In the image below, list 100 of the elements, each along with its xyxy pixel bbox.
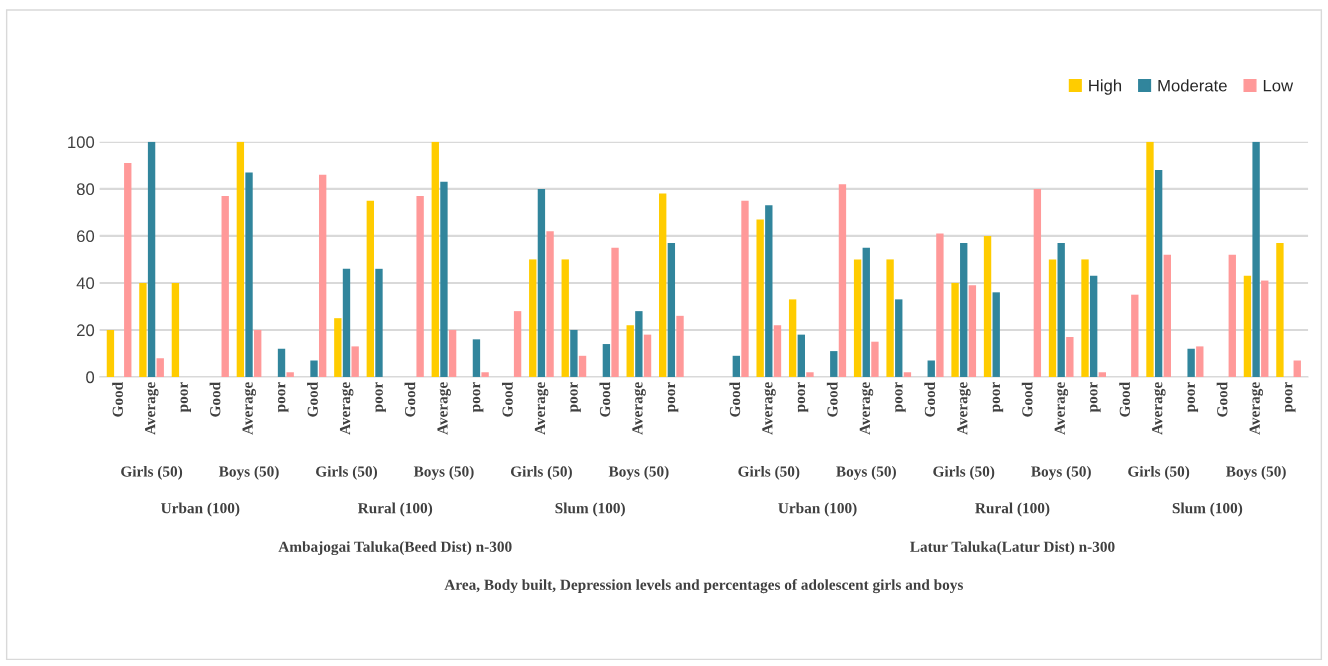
bar <box>529 259 537 377</box>
bar <box>741 200 749 377</box>
bar <box>171 282 180 377</box>
x-tick-label: Good <box>924 381 936 417</box>
legend-label: High <box>1089 79 1122 95</box>
x-tick-label: poor <box>180 382 191 413</box>
x-tick-label: Average <box>1054 382 1069 435</box>
x-tick-label: Good <box>307 381 318 417</box>
bar <box>139 282 147 377</box>
x-tick-label: poor <box>1187 382 1199 413</box>
x-tick-label: Average <box>1249 382 1264 435</box>
bar <box>992 292 1000 377</box>
bar <box>351 346 359 377</box>
text: Boys (50) <box>1031 465 1091 480</box>
bar <box>635 311 643 377</box>
bar <box>221 195 229 377</box>
bar <box>236 141 245 377</box>
y-tick-label: 40 <box>76 277 95 290</box>
bar <box>611 247 619 377</box>
bar <box>765 205 773 377</box>
bar <box>968 285 977 377</box>
text: Girls (50) <box>738 465 800 480</box>
text: Boys (50) <box>608 465 669 480</box>
bar <box>927 360 935 377</box>
bar <box>936 233 944 377</box>
text: Girls (50) <box>510 465 572 480</box>
x-tick-label: Average <box>145 382 159 435</box>
x-tick-label: Average <box>339 382 354 435</box>
bar <box>286 372 294 377</box>
x-tick-label: Good <box>729 381 741 417</box>
bar <box>1146 141 1154 377</box>
text: Girls (50) <box>933 465 995 480</box>
bar <box>853 259 862 377</box>
legend-label: Moderate <box>1158 79 1227 92</box>
x-tick-label: Average <box>437 382 451 435</box>
bar <box>788 299 797 377</box>
bar <box>838 184 847 377</box>
text: Boys (50) <box>413 465 474 480</box>
x-tick-label: Good <box>599 381 611 417</box>
x-tick-label: poor <box>667 382 679 413</box>
bar <box>1066 336 1074 377</box>
x-tick-label: Average <box>957 382 971 435</box>
x-tick-label: poor <box>570 382 581 413</box>
x-tick-label: Average <box>534 382 549 435</box>
bar <box>1228 254 1236 377</box>
bar <box>1154 170 1163 377</box>
bar <box>245 172 253 377</box>
y-tick-label: 80 <box>76 183 95 196</box>
x-tick-label: poor <box>1090 382 1101 413</box>
text: Area, Body built, Depression levels and percentages of adolescent girls and boys <box>444 579 963 594</box>
bar <box>903 372 912 377</box>
bar <box>862 247 870 377</box>
text: Boys (50) <box>1226 465 1286 480</box>
bar <box>1131 294 1139 377</box>
bar <box>537 188 546 377</box>
bar <box>676 315 684 377</box>
x-tick-label: Good <box>826 381 838 417</box>
bar <box>732 355 741 377</box>
bar <box>626 325 634 377</box>
x-tick-label: Good <box>404 381 416 417</box>
text: Slum (100) <box>555 502 625 517</box>
bar <box>756 219 764 377</box>
bar <box>983 235 992 377</box>
text: Girls (50) <box>316 465 378 480</box>
x-tick-label: poor <box>1285 382 1296 413</box>
bar <box>277 348 286 377</box>
x-tick-label: Good <box>1216 381 1228 417</box>
legend-label: Low <box>1263 79 1294 92</box>
bar <box>1243 275 1252 377</box>
bar <box>310 360 318 377</box>
bar <box>1252 141 1260 377</box>
bar <box>1187 348 1195 377</box>
bar <box>886 259 894 377</box>
bar <box>951 282 959 377</box>
x-tick-label: Average <box>859 382 874 435</box>
bar <box>375 268 383 377</box>
bar <box>830 351 838 377</box>
x-tick-label: poor <box>895 382 906 413</box>
text: Urban (100) <box>778 502 857 517</box>
bar <box>431 141 439 377</box>
bar <box>472 339 481 377</box>
x-tick-label: poor <box>472 382 484 413</box>
bar <box>254 329 262 377</box>
bar <box>773 325 782 377</box>
bar <box>561 259 569 377</box>
bar <box>1089 275 1098 377</box>
text: Slum (100) <box>1172 502 1243 517</box>
bar <box>1293 360 1301 377</box>
x-tick-label: Good <box>112 381 123 417</box>
text: Boys (50) <box>218 465 279 480</box>
bar <box>342 268 351 377</box>
bar <box>106 329 115 377</box>
bar <box>895 299 903 377</box>
x-tick-label: Good <box>1119 381 1130 417</box>
y-tick-label: 0 <box>86 371 95 384</box>
x-tick-label: Good <box>209 381 221 417</box>
x-tick-label: poor <box>277 382 289 413</box>
bar <box>1081 259 1089 377</box>
bar <box>667 242 676 377</box>
bar <box>1276 242 1284 377</box>
